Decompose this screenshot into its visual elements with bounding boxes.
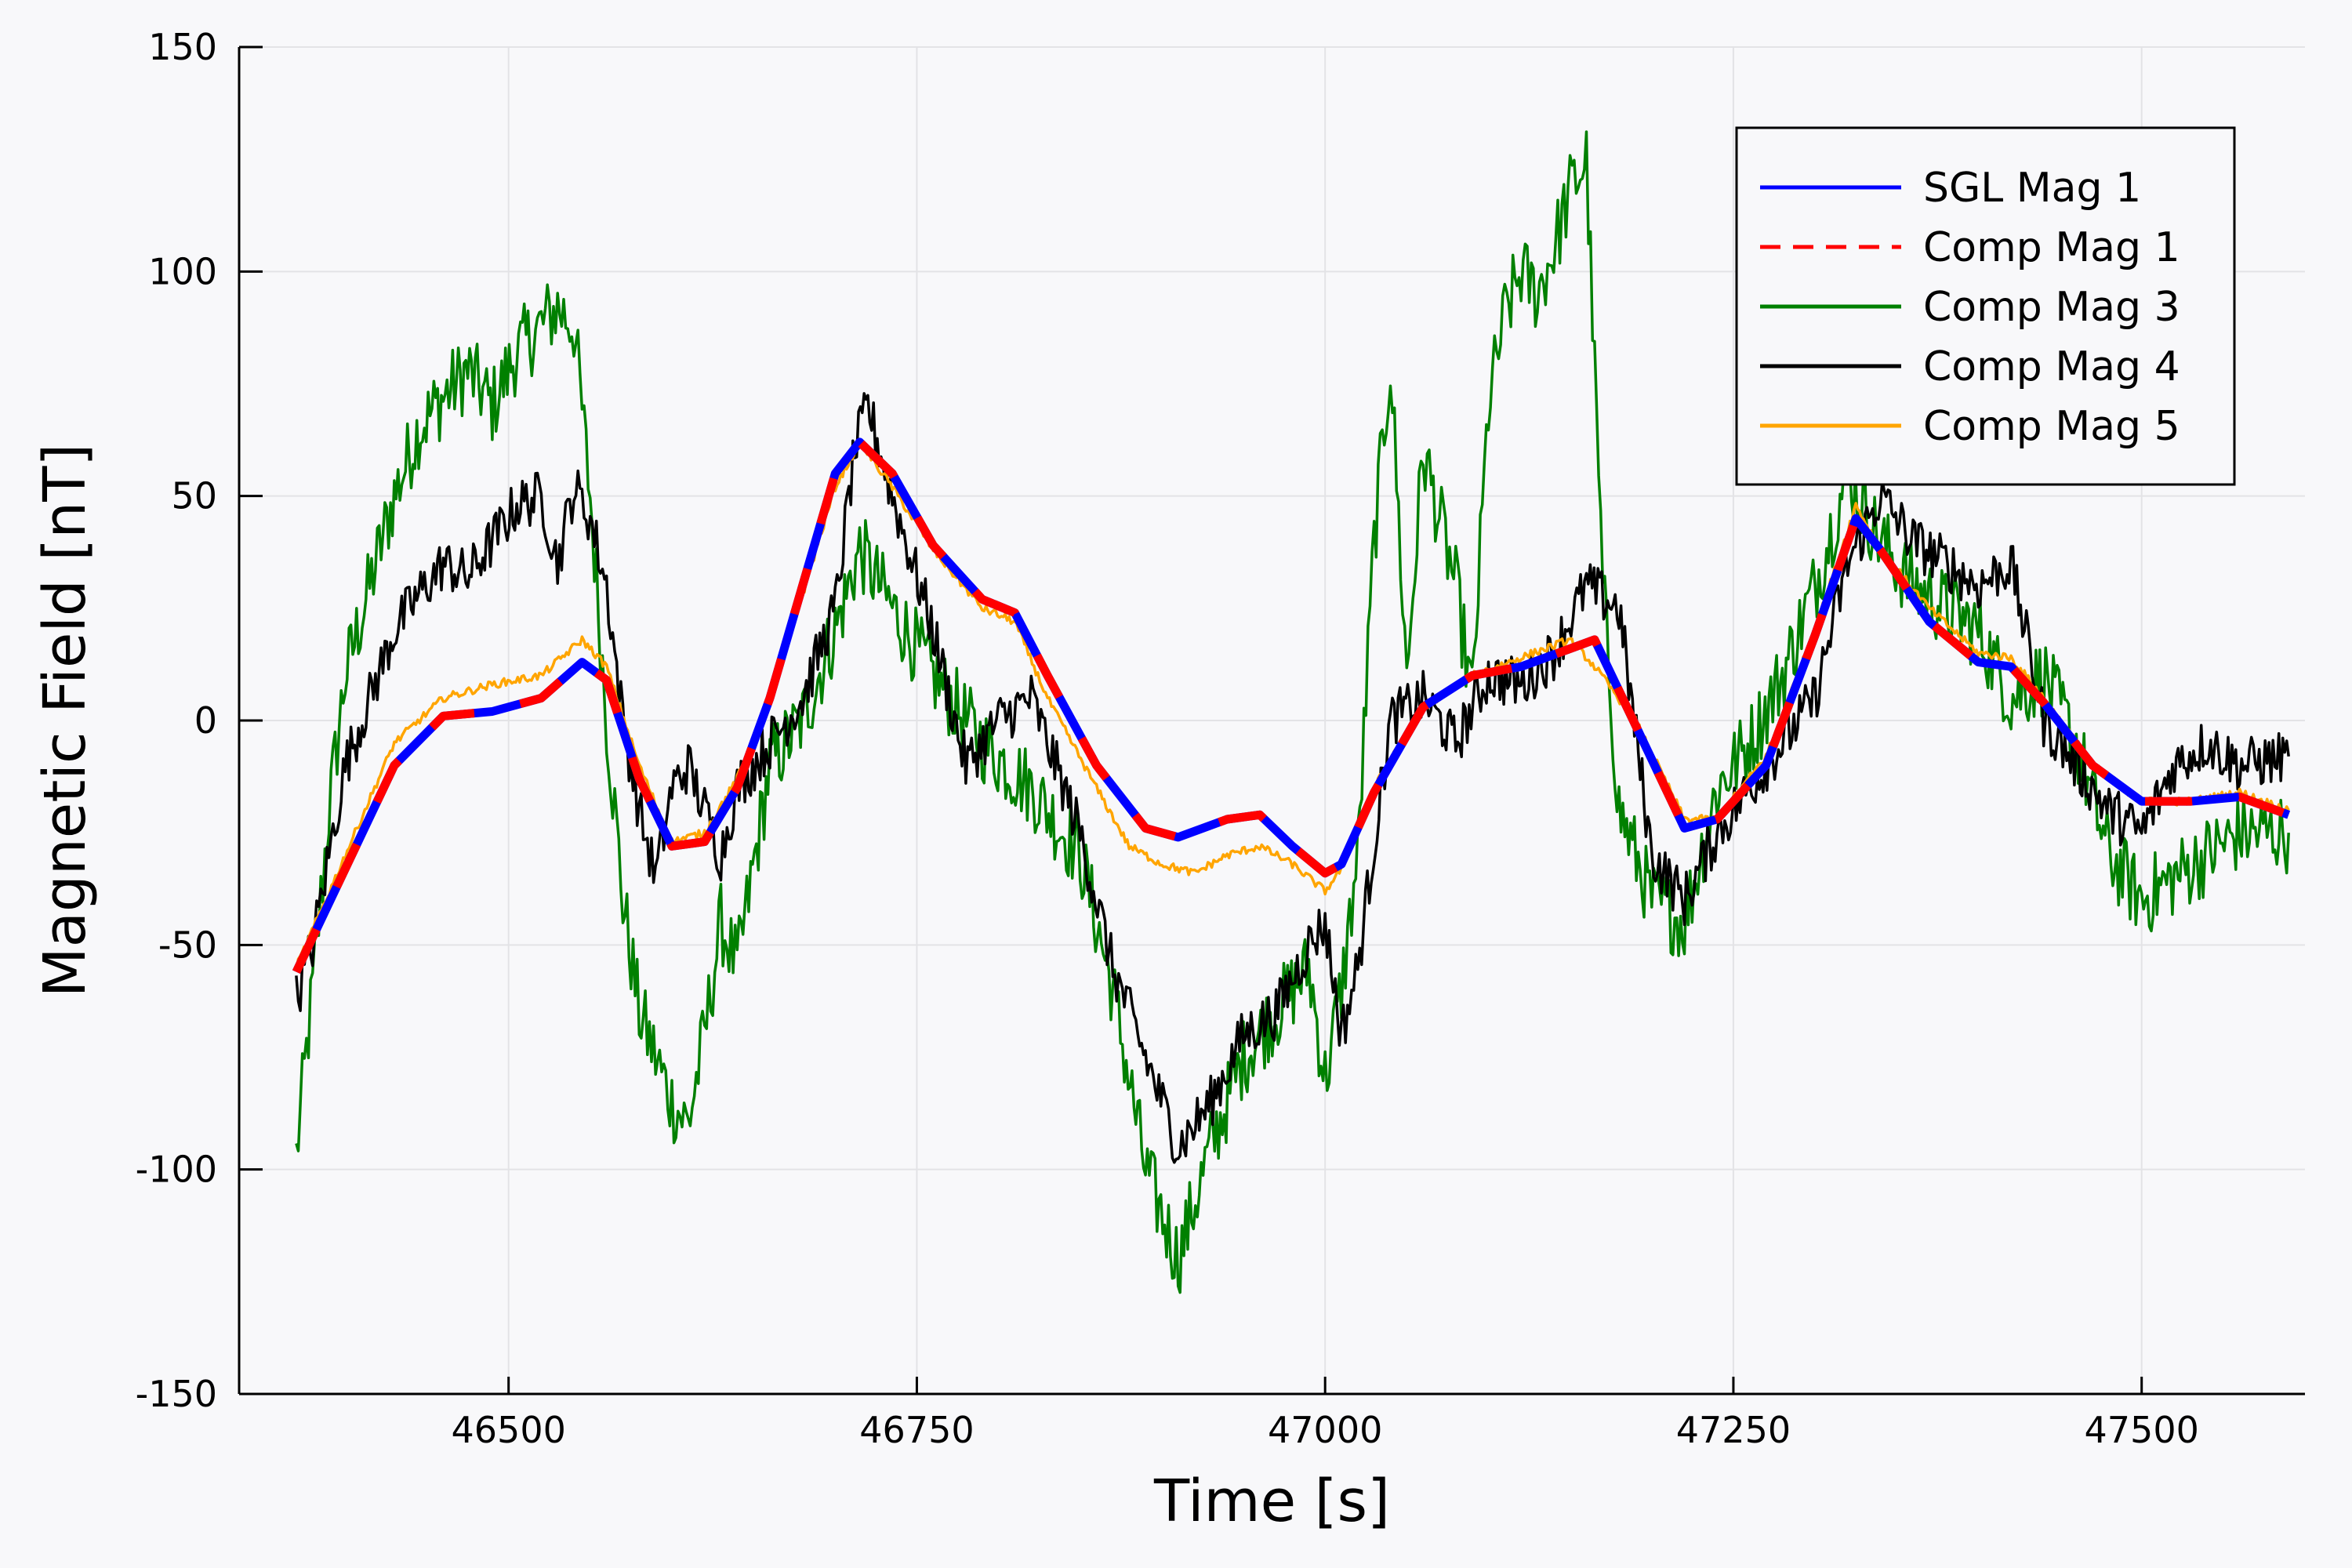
legend-label: Comp Mag 4 xyxy=(1923,343,2180,390)
tick-labels: 46500 46750 47000 47250 47500 -150 -100 -50 0 50 1… xyxy=(136,26,2199,1451)
y-tick-label: -150 xyxy=(136,1373,217,1415)
x-axis-title: Time [s] xyxy=(1153,1468,1390,1535)
series-line-comp-mag-4 xyxy=(295,392,2290,1164)
legend-label: Comp Mag 3 xyxy=(1923,284,2180,331)
y-axis-title: Magnetic Field [nT] xyxy=(31,444,99,998)
y-tick-label: -100 xyxy=(136,1149,217,1191)
y-tick-label: 100 xyxy=(148,250,217,292)
series-line-comp-mag-1 xyxy=(292,437,2291,975)
legend-label: Comp Mag 1 xyxy=(1923,224,2180,271)
legend-label: SGL Mag 1 xyxy=(1923,165,2141,212)
y-tick-label: -50 xyxy=(158,924,217,966)
y-tick-label: 50 xyxy=(171,475,217,517)
x-tick-label: 47000 xyxy=(1268,1409,1382,1451)
y-tick-label: 0 xyxy=(194,699,217,742)
x-tick-label: 46500 xyxy=(452,1409,566,1451)
series-layer xyxy=(292,130,2291,1294)
legend-label: Comp Mag 5 xyxy=(1923,403,2180,450)
legend: SGL Mag 1 Comp Mag 1 Comp Mag 3 Comp Mag 4 C… xyxy=(1735,126,2236,486)
x-tick-label: 46750 xyxy=(859,1409,974,1451)
x-tick-label: 47250 xyxy=(1676,1409,1791,1451)
y-tick-label: 150 xyxy=(148,26,217,68)
x-tick-label: 47500 xyxy=(2085,1409,2199,1451)
